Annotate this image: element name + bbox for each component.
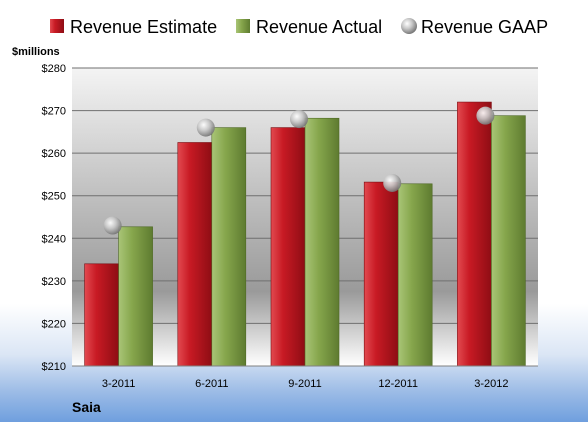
x-tick-label: 9-2011 [288, 378, 321, 390]
bar-estimate [363, 181, 399, 367]
y-axis-unit-label: $millions [12, 46, 60, 58]
y-tick-label: $220 [42, 318, 66, 330]
bar-actual [397, 183, 433, 367]
gaap-marker [476, 106, 495, 125]
legend-item-gaap: Revenue GAAP [401, 17, 548, 37]
x-tick-label: 6-2011 [195, 378, 228, 390]
x-axis-ticks: 3-2011 6-2011 9-2011 12-2011 3-2012 [102, 378, 509, 390]
bar-estimate [457, 101, 492, 367]
legend-item-actual: Revenue Actual [236, 17, 382, 37]
gaap-markers [103, 106, 495, 235]
x-tick-label: 12-2011 [378, 378, 418, 390]
x-tick-label: 3-2011 [102, 378, 135, 390]
bar-actual [491, 115, 526, 367]
gaap-marker [290, 110, 308, 129]
gaap-marker [103, 216, 122, 235]
bar-estimate [177, 142, 213, 367]
y-tick-label: $280 [42, 63, 66, 75]
y-tick-label: $270 [42, 106, 66, 118]
bar-estimate [84, 263, 119, 367]
bar-actual [118, 226, 153, 367]
legend-swatch-estimate [50, 19, 64, 33]
legend-label-estimate: Revenue Estimate [70, 17, 217, 37]
y-tick-label: $230 [42, 276, 66, 288]
legend-marker-gaap [401, 18, 417, 34]
y-tick-label: $240 [42, 233, 66, 245]
y-axis-ticks: $210 $220 $230 $240 $250 $260 $270 $280 [42, 63, 66, 373]
y-tick-label: $260 [42, 148, 66, 160]
legend-item-estimate: Revenue Estimate [50, 17, 217, 37]
y-tick-label: $210 [42, 361, 66, 373]
gaap-marker [196, 118, 215, 137]
bars [84, 101, 526, 367]
bar-actual [304, 117, 340, 367]
bar-actual [211, 127, 247, 367]
legend-label-gaap: Revenue GAAP [421, 17, 548, 37]
y-tick-label: $250 [42, 191, 66, 203]
x-tick-label: 3-2012 [474, 378, 508, 390]
bar-estimate [270, 127, 306, 367]
legend-label-actual: Revenue Actual [256, 17, 382, 37]
legend-swatch-actual [236, 19, 250, 33]
legend: Revenue Estimate Revenue Actual Revenue … [50, 17, 548, 37]
company-name: Saia [72, 399, 101, 415]
gaap-marker [383, 173, 402, 192]
